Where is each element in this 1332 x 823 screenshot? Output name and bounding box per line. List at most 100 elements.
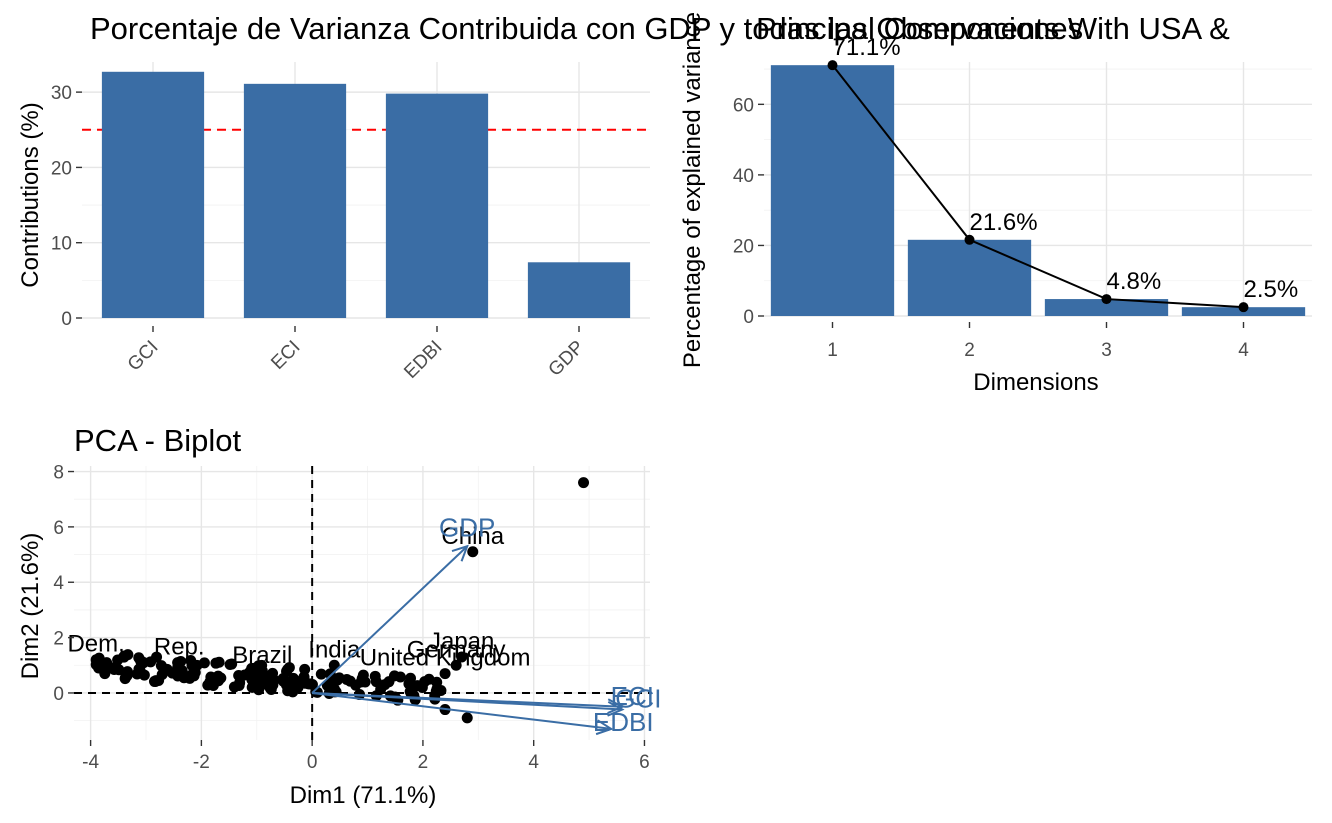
country-label: Dem. bbox=[67, 631, 124, 658]
contributions-title: Porcentaje de Varianza Contribuida con G… bbox=[90, 11, 1083, 46]
variance-polyline bbox=[831, 64, 1244, 309]
observation-point bbox=[208, 672, 220, 684]
observation-point bbox=[185, 655, 197, 667]
y-tick-label: 0 bbox=[743, 307, 754, 328]
observation-point bbox=[228, 681, 240, 693]
observation-point bbox=[198, 657, 210, 669]
observation-point bbox=[243, 666, 255, 678]
bar-eci bbox=[243, 83, 347, 318]
observation-point bbox=[277, 673, 289, 685]
y-tick-label: 60 bbox=[733, 95, 754, 116]
country-label: United Kingdom bbox=[360, 645, 531, 672]
x-tick-label: GCI bbox=[124, 337, 163, 376]
bar-edbi bbox=[385, 93, 489, 318]
arrow-head bbox=[595, 719, 614, 736]
observation-point bbox=[388, 670, 400, 682]
x-tick-label: 6 bbox=[639, 752, 650, 773]
variance-point bbox=[1238, 302, 1249, 313]
observation-point bbox=[357, 669, 369, 681]
y-tick-label: 0 bbox=[61, 309, 72, 330]
observation-point bbox=[224, 659, 236, 671]
bar-gci bbox=[101, 71, 205, 318]
x-tick-label: ECI bbox=[267, 337, 304, 374]
y-tick-label: 8 bbox=[53, 463, 64, 484]
variance-point bbox=[1101, 294, 1112, 305]
variance-point bbox=[964, 234, 975, 245]
observation-point bbox=[315, 668, 327, 680]
observation-point bbox=[283, 662, 295, 674]
x-tick-label: 1 bbox=[827, 340, 838, 361]
variance-xlabel: Dimensions bbox=[973, 369, 1098, 396]
observation-point bbox=[173, 657, 185, 669]
arrow-head bbox=[607, 698, 625, 715]
y-tick-label: 6 bbox=[53, 518, 64, 539]
observation-point bbox=[461, 712, 473, 724]
variance-point bbox=[827, 60, 838, 71]
observation-point bbox=[578, 477, 590, 489]
biplot-title: PCA - Biplot bbox=[74, 423, 242, 458]
observation-point bbox=[121, 666, 133, 678]
observation-point bbox=[112, 654, 124, 666]
observation-point bbox=[155, 660, 167, 672]
y-tick-label: 30 bbox=[51, 83, 72, 104]
bar-gdp bbox=[527, 262, 631, 318]
country-label: Brazil bbox=[232, 642, 292, 669]
observation-point bbox=[287, 672, 299, 684]
y-tick-label: 2 bbox=[53, 629, 64, 650]
country-label: Germany bbox=[407, 636, 506, 663]
observation-point bbox=[439, 668, 451, 680]
observation-point bbox=[379, 679, 391, 691]
x-tick-label: 4 bbox=[1238, 340, 1249, 361]
observation-point bbox=[253, 684, 265, 696]
x-tick-label: -4 bbox=[82, 752, 99, 773]
variance-title: Principal Components With USA & bbox=[756, 11, 1230, 46]
observation-point bbox=[90, 654, 102, 666]
y-tick-label: 0 bbox=[53, 684, 64, 705]
observation-point bbox=[264, 682, 276, 694]
observation-point bbox=[324, 668, 336, 680]
observation-point bbox=[456, 651, 468, 663]
y-tick-label: 40 bbox=[733, 166, 754, 187]
variable-label: EDBI bbox=[593, 707, 654, 737]
x-tick-label: 3 bbox=[1101, 340, 1112, 361]
observation-point bbox=[282, 685, 294, 697]
observation-point bbox=[134, 665, 146, 677]
observation-point bbox=[405, 672, 417, 684]
contributions-ylabel: Contributions (%) bbox=[17, 102, 44, 287]
variance-value-label: 4.8% bbox=[1107, 268, 1162, 295]
observation-point bbox=[213, 656, 225, 668]
x-tick-label: -2 bbox=[193, 752, 210, 773]
bar-dimension-1 bbox=[770, 65, 895, 316]
variance-bars bbox=[770, 65, 1306, 316]
observation-point bbox=[450, 659, 462, 671]
observation-point bbox=[256, 665, 268, 677]
bar-dimension-2 bbox=[907, 239, 1032, 316]
x-tick-label: EDBI bbox=[400, 337, 446, 383]
country-label: China bbox=[441, 523, 504, 550]
variable-label: ECI bbox=[611, 681, 654, 711]
biplot-ylabel: Dim2 (21.6%) bbox=[17, 533, 44, 680]
country-label: Rep. bbox=[154, 634, 205, 661]
explained-variance-chart: 71.1% 21.6% 4.8% 2.5% 0 20 40 60 1 2 3 4 Dimension… bbox=[679, 12, 1312, 396]
biplot-xlabel: Dim1 (71.1%) bbox=[290, 782, 437, 809]
variable-arrow-edbi bbox=[312, 691, 612, 730]
country-label: India bbox=[308, 636, 361, 663]
variance-value-label: 2.5% bbox=[1244, 276, 1299, 303]
variance-value-label: 21.6% bbox=[970, 209, 1038, 236]
variable-arrow-gdp bbox=[311, 545, 468, 694]
observation-point bbox=[149, 675, 161, 687]
variable-label: GDP bbox=[439, 512, 495, 542]
observation-point bbox=[292, 682, 304, 694]
y-tick-label: 20 bbox=[51, 158, 72, 179]
observation-point bbox=[108, 663, 120, 675]
x-tick-label: 2 bbox=[418, 752, 429, 773]
contributions-bars bbox=[101, 71, 631, 318]
country-label: Japan bbox=[429, 628, 494, 655]
variance-axes: 0 20 40 60 1 2 3 4 bbox=[733, 95, 1249, 361]
biplot-axes: -4 -2 0 2 4 6 0 2 4 6 8 bbox=[53, 463, 649, 773]
observation-point bbox=[405, 687, 417, 699]
biplot-grid bbox=[74, 466, 650, 740]
